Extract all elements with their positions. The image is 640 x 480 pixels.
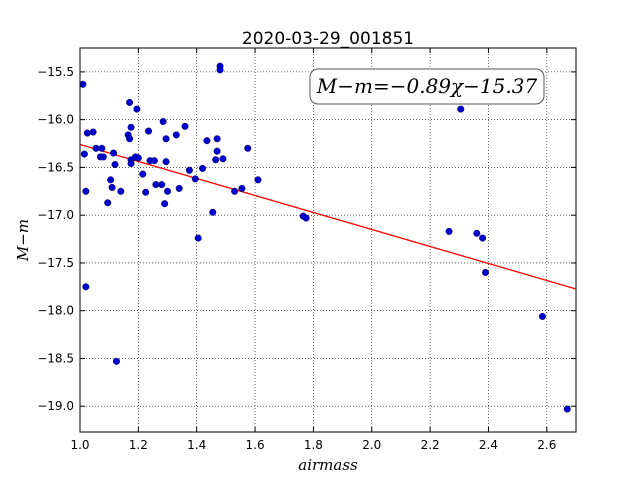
x-tick-label: 2.0 — [362, 438, 381, 452]
data-point — [150, 157, 158, 165]
plot-frame — [79, 47, 577, 433]
y-tick-label: −17.5 — [37, 256, 74, 270]
data-point — [158, 181, 166, 189]
data-point — [83, 129, 91, 137]
fit-line-group — [79, 143, 577, 290]
data-point — [164, 187, 172, 195]
data-point — [142, 188, 150, 196]
data-point — [159, 118, 167, 126]
fit-line — [79, 143, 577, 290]
data-point — [181, 122, 189, 130]
data-point — [112, 357, 120, 365]
data-point — [199, 164, 207, 172]
data-point — [185, 166, 193, 174]
x-tick-label: 1.2 — [129, 438, 148, 452]
data-point — [139, 170, 147, 178]
data-point — [152, 181, 160, 189]
data-point — [302, 214, 310, 222]
x-tick-label: 1.4 — [187, 438, 206, 452]
data-point — [194, 234, 202, 242]
data-point — [238, 184, 246, 192]
data-point — [213, 135, 221, 143]
data-point — [126, 98, 134, 106]
data-point — [133, 105, 141, 113]
data-point — [134, 154, 142, 162]
data-point — [538, 312, 546, 320]
data-point — [127, 123, 135, 131]
data-point — [244, 144, 252, 152]
annotation-frame — [309, 68, 545, 105]
data-point — [162, 158, 170, 166]
data-point — [457, 105, 465, 113]
data-point — [127, 160, 135, 168]
x-tick-label: 2.4 — [479, 438, 498, 452]
data-point — [473, 229, 481, 237]
data-point — [79, 80, 87, 88]
data-point — [92, 144, 100, 152]
data-point — [111, 161, 119, 169]
data-point — [162, 135, 170, 143]
axis-ticks: 1.0 1.2 1.4 1.6 1.8 2.0 2.2 2.4 2.6 −15.5 −16.0 −16… — [37, 48, 576, 452]
data-point — [479, 234, 487, 242]
y-axis-label: M−m — [14, 219, 32, 262]
data-point — [99, 153, 107, 161]
data-point — [254, 176, 262, 184]
data-point — [126, 135, 134, 143]
y-tick-label: −16.5 — [37, 160, 74, 174]
data-point — [482, 268, 490, 276]
x-axis-label: airmass — [298, 456, 358, 474]
y-tick-label: −17.0 — [37, 208, 74, 222]
data-point — [209, 208, 217, 216]
y-tick-label: −18.5 — [37, 351, 74, 365]
data-point — [213, 147, 221, 155]
data-point — [212, 156, 220, 164]
data-point — [203, 137, 211, 145]
y-tick-label: −15.5 — [37, 65, 74, 79]
data-point — [172, 131, 180, 139]
data-point — [175, 184, 183, 192]
data-point — [117, 187, 125, 195]
data-point — [145, 127, 153, 135]
data-point — [219, 155, 227, 163]
annotation-box: M−m=−0.89χ−15.37 — [309, 68, 545, 105]
data-point — [231, 187, 239, 195]
data-point — [82, 283, 90, 291]
data-point — [108, 183, 116, 191]
chart-title: 2020-03-29_001851 — [242, 29, 414, 49]
data-point — [110, 149, 118, 157]
data-point — [445, 227, 453, 235]
x-tick-label: 2.2 — [421, 438, 440, 452]
y-tick-label: −16.0 — [37, 113, 74, 127]
data-point — [191, 175, 199, 183]
data-points — [79, 62, 571, 413]
y-tick-label: −19.0 — [37, 399, 74, 413]
data-point — [98, 144, 106, 152]
data-point — [104, 199, 112, 207]
data-point — [80, 150, 88, 158]
y-tick-label: −18.0 — [37, 304, 74, 318]
plot-area — [80, 48, 576, 432]
fit-equation: M−m=−0.89χ−15.37 — [316, 74, 538, 98]
x-tick-label: 1.6 — [246, 438, 265, 452]
data-point — [161, 200, 169, 208]
x-tick-label: 2.6 — [537, 438, 556, 452]
data-point — [82, 187, 90, 195]
data-point — [216, 66, 224, 74]
data-point — [563, 405, 571, 413]
data-point — [89, 128, 97, 136]
x-tick-label: 1.0 — [70, 438, 89, 452]
x-tick-label: 1.8 — [304, 438, 323, 452]
data-point — [107, 176, 115, 184]
